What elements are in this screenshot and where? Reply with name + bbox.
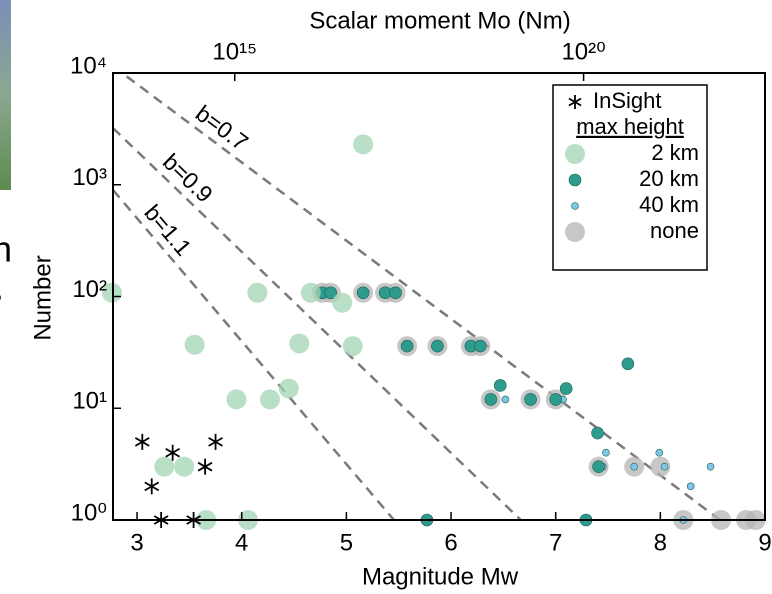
event-marker (300, 282, 321, 303)
event-marker (549, 393, 562, 406)
event-marker (101, 282, 122, 303)
event-marker (184, 334, 205, 355)
event-marker (524, 393, 537, 406)
b-value-label: b=0.7 (191, 100, 253, 156)
insight-marker (208, 433, 223, 450)
event-marker (353, 134, 374, 155)
event-marker (559, 382, 573, 395)
legend-marker (568, 95, 582, 109)
event-marker (332, 292, 353, 313)
insight-marker (165, 444, 181, 461)
event-marker (174, 456, 195, 477)
event-marker (591, 426, 604, 440)
x-tick-label: 4 (235, 529, 248, 556)
legend-label: none (650, 218, 699, 243)
x-tick-label: 5 (340, 529, 353, 556)
legend-marker (571, 202, 579, 210)
legend-header: max height (576, 114, 684, 139)
cropped-photo (0, 0, 11, 190)
event-marker (602, 448, 610, 457)
top-axis-title: Scalar moment Mo (Nm) (309, 7, 570, 34)
event-marker (655, 448, 664, 457)
event-marker (650, 456, 671, 477)
event-marker (501, 395, 510, 404)
y-axis-label: Number (29, 255, 56, 340)
event-marker (324, 286, 337, 300)
x2-tick-label: 10¹⁵ (212, 38, 257, 65)
event-marker (400, 339, 414, 353)
x-axis-label: Magnitude Mw (362, 563, 519, 590)
event-marker (706, 462, 715, 471)
legend-label: 2 km (651, 140, 699, 165)
y-tick-label: 10² (72, 276, 107, 303)
event-marker (621, 357, 635, 371)
y-tick-label: 10⁴ (70, 52, 107, 79)
x-tick-label: 9 (758, 529, 771, 556)
event-marker (278, 378, 299, 399)
event-marker (342, 336, 363, 357)
event-marker (592, 460, 605, 473)
x-tick-label: 6 (444, 529, 457, 556)
b-value-line (113, 189, 395, 520)
x-tick-label: 3 (130, 529, 143, 556)
legend-label: InSight (593, 88, 662, 113)
event-marker (289, 333, 310, 354)
cropped-text: n (0, 229, 12, 270)
cropped-text: . (0, 267, 4, 308)
event-marker (389, 286, 402, 300)
b-value-line (120, 73, 721, 520)
event-marker (259, 389, 280, 410)
x2-tick-label: 10²⁰ (561, 38, 605, 65)
event-marker (686, 482, 695, 491)
legend-label: 40 km (639, 192, 699, 217)
event-marker (247, 282, 268, 303)
insight-marker (197, 458, 213, 475)
legend-marker (565, 222, 585, 242)
event-marker (493, 379, 507, 392)
y-tick-label: 10³ (72, 164, 107, 191)
insight-marker (144, 478, 160, 495)
b-value-line (113, 127, 522, 520)
event-marker (630, 462, 638, 471)
insight-marker (134, 433, 150, 450)
x-tick-label: 7 (549, 529, 562, 556)
event-marker (660, 462, 669, 471)
event-marker (484, 393, 498, 406)
y-tick-label: 10¹ (72, 388, 107, 415)
x-tick-label: 8 (654, 529, 667, 556)
event-marker (431, 339, 444, 353)
event-marker (474, 339, 487, 353)
event-marker (356, 286, 370, 300)
event-marker (226, 389, 247, 410)
y-tick-label: 10⁰ (71, 499, 107, 526)
legend-label: 20 km (639, 166, 699, 191)
event-marker (154, 456, 175, 477)
legend-marker (568, 173, 582, 187)
legend-marker (565, 144, 585, 164)
